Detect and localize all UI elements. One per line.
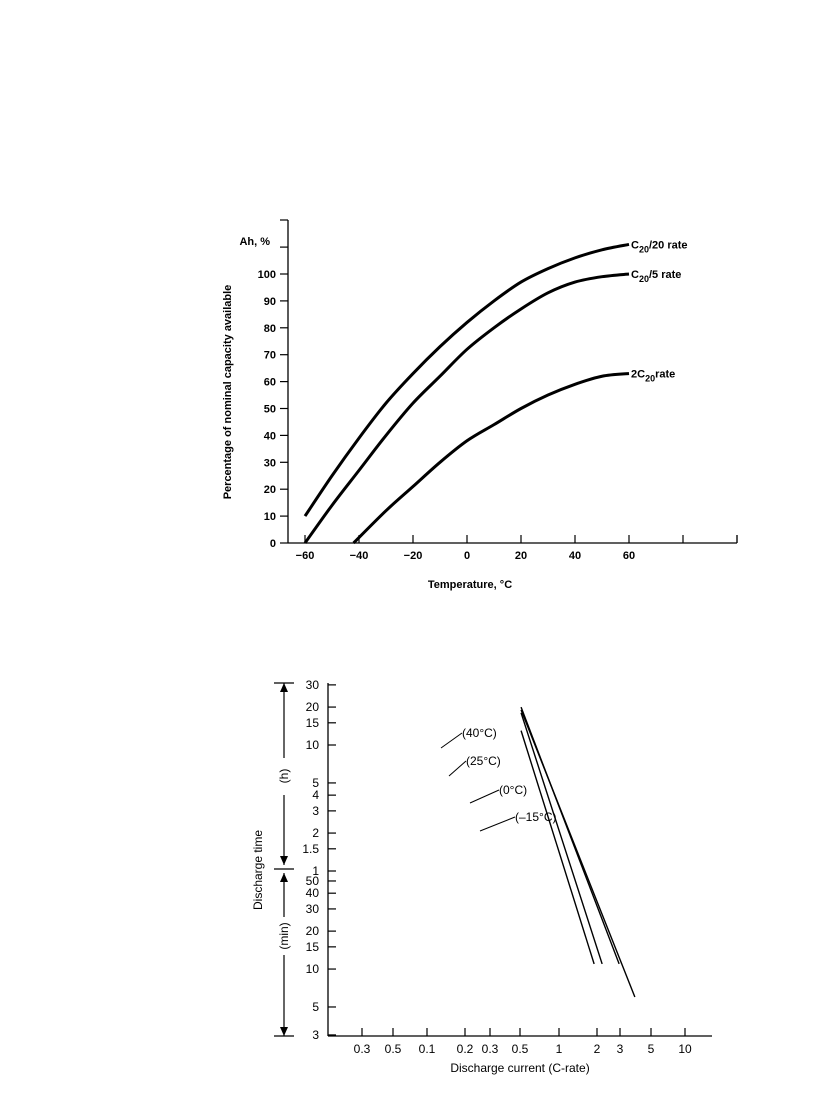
c1-x-tick-label: 0	[464, 550, 470, 562]
c2-y-tick-label: 3	[312, 1028, 319, 1042]
c2-label-leader	[440, 732, 463, 749]
c2-y-tick-label: 15	[306, 940, 320, 954]
c2-y-tick-label: 1.5	[302, 842, 319, 856]
c2-y-tick-label: 10	[306, 738, 320, 752]
c2-y-tick-label: 4	[312, 788, 319, 802]
c2-series-line	[520, 730, 595, 965]
c2-x-tick-label: 0.5	[512, 1042, 529, 1056]
c1-series-label: C20/20 rate	[631, 239, 688, 254]
c1-y-tick-label: 100	[258, 269, 276, 281]
c1-x-tick-label: 20	[515, 550, 527, 562]
c2-series-label: (40°C)	[462, 726, 497, 740]
c1-y-tick-label: 0	[270, 538, 276, 550]
c2-x-axis-label: Discharge current (C-rate)	[450, 1061, 589, 1075]
c1-y-tick-label: 70	[264, 350, 276, 362]
c2-y-tick-label: 50	[306, 874, 320, 888]
c1-x-tick-label: −40	[350, 550, 369, 562]
c1-y-tick-label: 30	[264, 457, 276, 469]
c2-unit-hours: (h)	[277, 769, 291, 784]
c2-y-tick-label: 20	[306, 700, 320, 714]
c1-x-tick-label: 60	[623, 550, 635, 562]
c2-y-tick-label: 5	[312, 1000, 319, 1014]
c2-x-tick-label: 3	[617, 1042, 624, 1056]
c1-x-tick-label: −20	[404, 550, 423, 562]
c1-y-tick-label: 10	[264, 511, 276, 523]
c1-series-line	[303, 242, 630, 517]
c2-y-tick-label: 40	[306, 886, 320, 900]
c1-y-tick-label: 80	[264, 323, 276, 335]
c2-x-tick-label: 2	[594, 1042, 601, 1056]
c2-series-label: (25°C)	[466, 754, 501, 768]
c1-y-unit-label: Ah, %	[239, 236, 270, 248]
c2-label-leader	[479, 816, 516, 832]
c1-x-tick-label: −60	[296, 550, 315, 562]
c2-series-label: (–15°C)	[515, 810, 556, 824]
c2-x-tick-label: 0.3	[354, 1042, 371, 1056]
c2-series-line	[520, 712, 603, 965]
c1-x-axis-label: Temperature, °C	[428, 579, 512, 591]
c2-label-leader	[469, 789, 500, 804]
c2-y-axis-label: Discharge time	[251, 830, 265, 910]
c1-y-tick-label: 20	[264, 484, 276, 496]
c1-y-tick-label: 60	[264, 377, 276, 389]
c2-x-tick-label: 0.2	[457, 1042, 474, 1056]
c2-x-tick-label: 0.3	[482, 1042, 499, 1056]
c2-y-tick-label: 3	[312, 804, 319, 818]
c2-unit-minutes: (min)	[277, 922, 291, 949]
c2-y-tick-label: 30	[306, 678, 320, 692]
c2-x-tick-label: 10	[678, 1042, 692, 1056]
c2-label-leader	[448, 760, 467, 777]
c2-y-tick-label: 2	[312, 826, 319, 840]
c1-y-tick-label: 40	[264, 430, 276, 442]
c1-series-label: 2C20rate	[631, 369, 675, 384]
c1-series-line	[303, 272, 630, 544]
c2-bracket-arrows	[280, 683, 288, 1036]
c1-y-tick-label: 90	[264, 296, 276, 308]
c1-y-tick-label: 50	[264, 404, 276, 416]
c2-y-tick-label: 10	[306, 962, 320, 976]
c2-x-tick-label: 5	[648, 1042, 655, 1056]
c1-series-label: C20/5 rate	[631, 269, 681, 284]
c2-series-label: (0°C)	[499, 783, 527, 797]
c2-y-tick-label: 5	[312, 776, 319, 790]
c2-y-tick-label: 15	[306, 716, 320, 730]
c1-y-axis-label: Percentage of nominal capacity available	[222, 285, 234, 500]
c1-series-line	[352, 372, 630, 545]
c2-x-tick-label: 0.1	[419, 1042, 436, 1056]
c2-x-tick-label: 1	[556, 1042, 563, 1056]
c2-x-tick-label: 0.5	[385, 1042, 402, 1056]
c1-x-tick-label: 40	[569, 550, 581, 562]
c2-y-tick-label: 30	[306, 902, 320, 916]
c2-series-line	[520, 709, 636, 998]
c2-y-tick-label: 20	[306, 924, 320, 938]
c2-y-tick-label: 1	[312, 864, 319, 878]
